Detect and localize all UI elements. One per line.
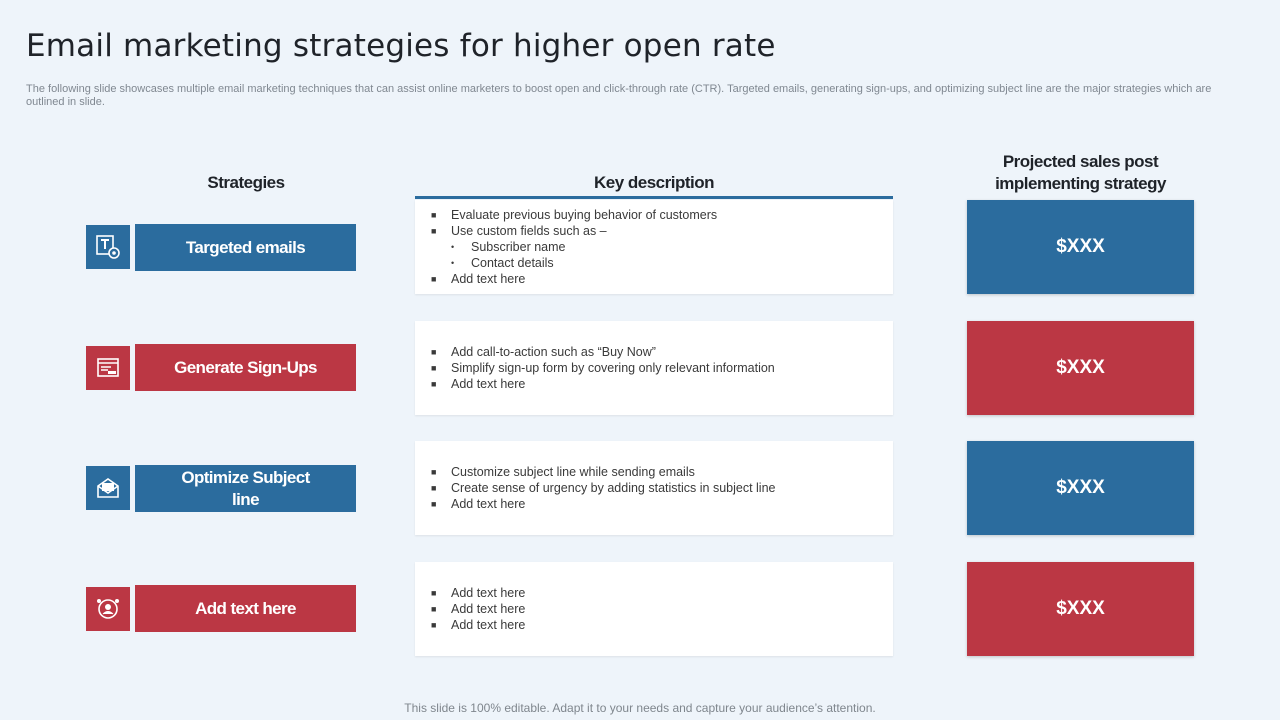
strategy-box: Targeted emails: [135, 224, 356, 271]
description-item: ■ Create sense of urgency by adding stati…: [431, 481, 776, 495]
user-network-icon: [97, 599, 119, 619]
projected-value: $XXX: [1056, 598, 1105, 619]
description-item: ■ Evaluate previous buying behavior of cu…: [431, 208, 718, 222]
description-box: ■ Add call-to-action such as “Buy Now” ■ S…: [415, 321, 893, 415]
footer-note: This slide is 100% editable. Adapt it to…: [404, 701, 876, 715]
projected-sales-box: $XXX: [967, 321, 1194, 415]
row-icon-box: [86, 346, 130, 390]
projected-sales-header: Projected sales post implementing strate…: [995, 152, 1166, 193]
strategies-header: Strategies: [207, 173, 285, 192]
description-subitem: • Subscriber name: [451, 240, 566, 254]
page-title: Email marketing strategies for higher op…: [26, 28, 776, 64]
description-item: ■ Add text here: [431, 618, 526, 632]
projected-value: $XXX: [1056, 477, 1105, 498]
strategy-box: Generate Sign-Ups: [135, 344, 356, 391]
description-box: ■ Add text here ■ Add text here ■ Add text …: [415, 562, 893, 656]
description-item: ■ Add text here: [431, 272, 526, 286]
description-item: ■ Use custom fields such as –: [431, 224, 607, 238]
signup-form-icon: [97, 358, 119, 377]
key-description-divider: [415, 196, 893, 199]
strategy-label: Add text here: [195, 598, 296, 618]
key-description-header: Key description: [593, 173, 715, 192]
strategy-label: Optimize Subject line: [181, 467, 310, 509]
strategy-label: Targeted emails: [185, 237, 306, 257]
description-box: ■ Customize subject line while sending em…: [415, 441, 893, 535]
description-item: ■ Add text here: [431, 497, 526, 511]
projected-sales-box: $XXX: [967, 441, 1194, 535]
row-icon-box: [86, 587, 130, 631]
row-icon-box: [86, 225, 130, 269]
page-subtitle: The following slide showcases multiple e…: [26, 83, 1212, 108]
description-box: ■ Evaluate previous buying behavior of cu…: [415, 200, 893, 294]
description-subitem: • Contact details: [451, 256, 554, 270]
description-item: ■ Add call-to-action such as “Buy Now”: [431, 345, 656, 359]
open-envelope-icon: [97, 478, 119, 498]
description-item: ■ Add text here: [431, 377, 526, 391]
row-icon-box: [86, 466, 130, 510]
description-item: ■ Add text here: [431, 586, 526, 600]
projected-value: $XXX: [1056, 236, 1105, 257]
projected-sales-box: $XXX: [967, 562, 1194, 656]
description-item: ■ Simplify sign-up form by covering only …: [431, 361, 775, 375]
projected-sales-box: $XXX: [967, 200, 1194, 294]
strategy-box: Optimize Subject line: [135, 465, 356, 512]
description-item: ■ Customize subject line while sending em…: [431, 465, 695, 479]
strategy-box: Add text here: [135, 585, 356, 632]
description-item: ■ Add text here: [431, 602, 526, 616]
projected-value: $XXX: [1056, 357, 1105, 378]
email-settings-icon: [96, 235, 120, 259]
strategy-label: Generate Sign-Ups: [174, 357, 317, 377]
